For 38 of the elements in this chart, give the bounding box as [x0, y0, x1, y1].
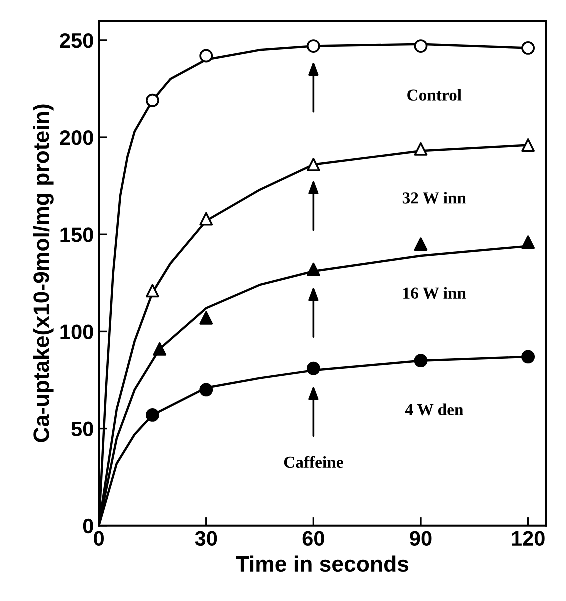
point	[146, 408, 160, 422]
x-tick-label: 90	[410, 531, 432, 546]
y-tick-label: 0	[83, 518, 94, 534]
x-axis-title: Time in seconds	[236, 556, 409, 572]
point	[306, 158, 320, 172]
point	[153, 342, 167, 356]
y-tick-label: 50	[72, 422, 94, 437]
point	[414, 142, 428, 156]
point	[306, 262, 320, 276]
point	[146, 284, 160, 298]
text: 4 W den	[405, 404, 464, 416]
y-tick-label: 250	[60, 33, 94, 48]
y-axis-title: Ca-uptake(x10-9mol/mg protein)	[33, 104, 54, 442]
point	[200, 212, 214, 226]
point	[522, 138, 536, 152]
point	[414, 354, 428, 368]
y-tick-label: 150	[60, 228, 94, 242]
point	[306, 362, 320, 376]
x-tick-label: 0	[94, 531, 104, 546]
text: 16 W inn	[404, 287, 466, 300]
x-tick-label: 60	[302, 531, 324, 546]
point	[200, 49, 214, 63]
y-tick-label: 100	[60, 324, 94, 340]
point	[200, 311, 214, 325]
point	[414, 40, 428, 53]
annotation: Caffeine	[284, 456, 344, 468]
text: Control	[408, 89, 462, 101]
x-tick-label: 120	[512, 531, 545, 546]
point	[522, 350, 536, 364]
x-tick-label: 30	[195, 531, 218, 546]
point	[306, 40, 320, 53]
point	[200, 383, 214, 397]
y-tick-label: 200	[60, 130, 94, 146]
point	[414, 238, 428, 252]
point	[146, 94, 160, 108]
text: 32 W inn	[402, 192, 466, 204]
point	[522, 42, 536, 55]
point	[522, 236, 536, 250]
